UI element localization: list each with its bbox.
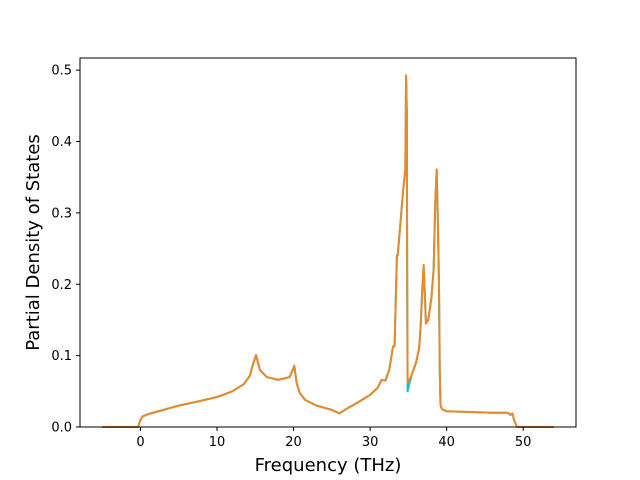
y-tick-label: 0.0 <box>51 421 72 436</box>
x-axis-label: Frequency (THz) <box>255 455 402 476</box>
x-tick-label: 50 <box>515 435 532 450</box>
y-axis: 0.0 0.1 0.2 0.3 0.4 0.5 <box>51 64 80 436</box>
plot-frame <box>79 57 577 428</box>
y-tick-label: 0.1 <box>51 349 72 364</box>
y-tick-label: 0.3 <box>51 206 72 221</box>
x-tick-label: 30 <box>362 435 379 450</box>
y-tick-label: 0.5 <box>51 64 72 79</box>
series-layer <box>102 74 554 428</box>
x-tick-label: 10 <box>209 435 226 450</box>
y-tick-label: 0.2 <box>51 278 72 293</box>
series-line-2 <box>102 74 554 428</box>
x-tick-label: 20 <box>285 435 302 450</box>
y-tick-label: 0.4 <box>51 135 72 150</box>
x-tick-label: 0 <box>136 435 144 450</box>
x-tick-label: 40 <box>438 435 455 450</box>
x-axis: 0 10 20 30 40 50 <box>136 427 531 450</box>
y-axis-label: Partial Density of States <box>23 134 44 351</box>
